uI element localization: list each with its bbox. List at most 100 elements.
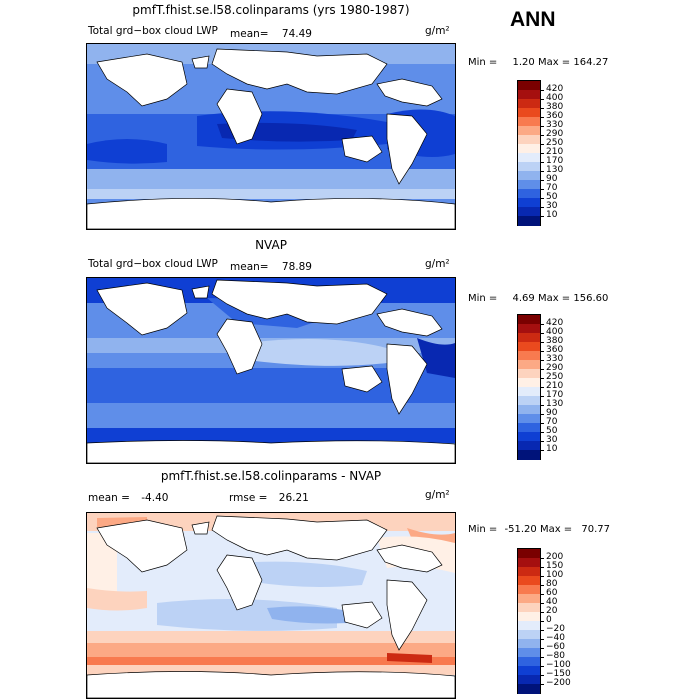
colorbar-label: −200 — [546, 678, 571, 688]
panel-2-map — [86, 277, 456, 464]
colorbar-swatch — [518, 144, 540, 154]
colorbar-label: 210 — [546, 381, 564, 391]
colorbar-label: 210 — [546, 147, 564, 157]
colorbar-swatch — [518, 315, 540, 325]
panel-1-min-value: 1.20 — [512, 57, 535, 68]
colorbar-swatch — [518, 675, 540, 685]
colorbar-label: 70 — [546, 417, 558, 427]
colorbar-swatch — [518, 99, 540, 109]
colorbar-tick — [540, 630, 544, 631]
panel-1-mean: mean= 74.49 — [230, 28, 312, 40]
panel-3-min-value: -51.20 — [504, 524, 537, 535]
colorbar-swatch — [518, 441, 540, 451]
colorbar-tick — [540, 576, 544, 577]
colorbar-swatch — [518, 630, 540, 640]
colorbar-tick — [540, 216, 544, 217]
colorbar-label: 380 — [546, 336, 564, 346]
colorbar-swatch — [518, 432, 540, 442]
colorbar-tick — [540, 333, 544, 334]
colorbar-swatch — [518, 117, 540, 127]
panel-3-mean: mean = -4.40 — [88, 492, 168, 504]
colorbar-label: −80 — [546, 651, 565, 661]
panel-2-minmax: Min = 4.69 Max = 156.60 — [468, 293, 608, 304]
colorbar-swatch — [518, 189, 540, 199]
colorbar-tick — [540, 567, 544, 568]
colorbar-swatch — [518, 666, 540, 676]
colorbar-tick — [540, 171, 544, 172]
panel-3-title: pmfT.fhist.se.l58.colinparams - NVAP — [160, 469, 382, 483]
colorbar-label: 70 — [546, 183, 558, 193]
panel-1-minmax: Min = 1.20 Max = 164.27 — [468, 57, 608, 68]
colorbar-label: 420 — [546, 84, 564, 94]
colorbar-tick — [540, 387, 544, 388]
colorbar-label: 290 — [546, 129, 564, 139]
season-label: ANN — [510, 8, 556, 31]
panel-3-map — [86, 512, 456, 699]
colorbar-label: 100 — [546, 570, 564, 580]
colorbar-swatch — [518, 135, 540, 145]
colorbar-label: −60 — [546, 642, 565, 652]
colorbar-label: 30 — [546, 201, 558, 211]
colorbar-tick — [540, 558, 544, 559]
colorbar-tick — [540, 135, 544, 136]
colorbar-label: 30 — [546, 435, 558, 445]
colorbar-swatch — [518, 216, 540, 226]
colorbar-swatch — [518, 207, 540, 217]
panel-2-mean-value: 78.89 — [281, 261, 312, 273]
colorbar-tick — [540, 621, 544, 622]
panel-1-max-value: 164.27 — [573, 57, 609, 68]
panel-3-units: g/m² — [425, 489, 450, 501]
colorbar-tick — [540, 378, 544, 379]
colorbar-label: 40 — [546, 597, 558, 607]
colorbar-label: 420 — [546, 318, 564, 328]
colorbar-label: 250 — [546, 372, 564, 382]
colorbar-label: −100 — [546, 660, 571, 670]
colorbar-tick — [540, 585, 544, 586]
colorbar-swatch — [518, 621, 540, 631]
colorbar-swatch — [518, 450, 540, 460]
colorbar-label: 330 — [546, 120, 564, 130]
colorbar-swatch — [518, 90, 540, 100]
colorbar-swatch — [518, 423, 540, 433]
colorbar-tick — [540, 207, 544, 208]
colorbar-tick — [540, 648, 544, 649]
colorbar-tick — [540, 99, 544, 100]
colorbar-label: 380 — [546, 102, 564, 112]
colorbar-tick — [540, 594, 544, 595]
colorbar-tick — [540, 441, 544, 442]
panel-1-units: g/m² — [425, 25, 450, 37]
colorbar-swatch — [518, 369, 540, 379]
colorbar-tick — [540, 153, 544, 154]
colorbar-label: 50 — [546, 426, 558, 436]
colorbar-swatch — [518, 180, 540, 190]
colorbar-swatch — [518, 576, 540, 586]
colorbar-swatch — [518, 351, 540, 361]
colorbar-label: −40 — [546, 633, 565, 643]
colorbar-label: −20 — [546, 624, 565, 634]
colorbar-swatch — [518, 414, 540, 424]
colorbar-swatch — [518, 405, 540, 415]
colorbar-tick — [540, 342, 544, 343]
colorbar-label: 400 — [546, 93, 564, 103]
colorbar-swatch — [518, 360, 540, 370]
panel-2-title: NVAP — [255, 238, 287, 252]
panel-2-min-value: 4.69 — [512, 293, 535, 304]
colorbar-swatch — [518, 567, 540, 577]
colorbar-tick — [540, 369, 544, 370]
colorbar-label: 90 — [546, 408, 558, 418]
panel-2-land — [87, 279, 455, 463]
colorbar-tick — [540, 126, 544, 127]
colorbar-swatch — [518, 108, 540, 118]
colorbar-label: 400 — [546, 327, 564, 337]
panel-1-field-label: Total grd−box cloud LWP — [88, 25, 218, 37]
panel-2-colorbar — [517, 314, 544, 460]
colorbar-swatch — [518, 324, 540, 334]
panel-3-min-label: Min = — [468, 524, 498, 535]
colorbar-tick — [540, 117, 544, 118]
colorbar-tick — [540, 666, 544, 667]
colorbar-swatch — [518, 387, 540, 397]
panel-2-mean-label: mean= — [230, 261, 269, 273]
colorbar-label: 130 — [546, 399, 564, 409]
colorbar-swatch — [518, 342, 540, 352]
colorbar-swatch — [518, 657, 540, 667]
